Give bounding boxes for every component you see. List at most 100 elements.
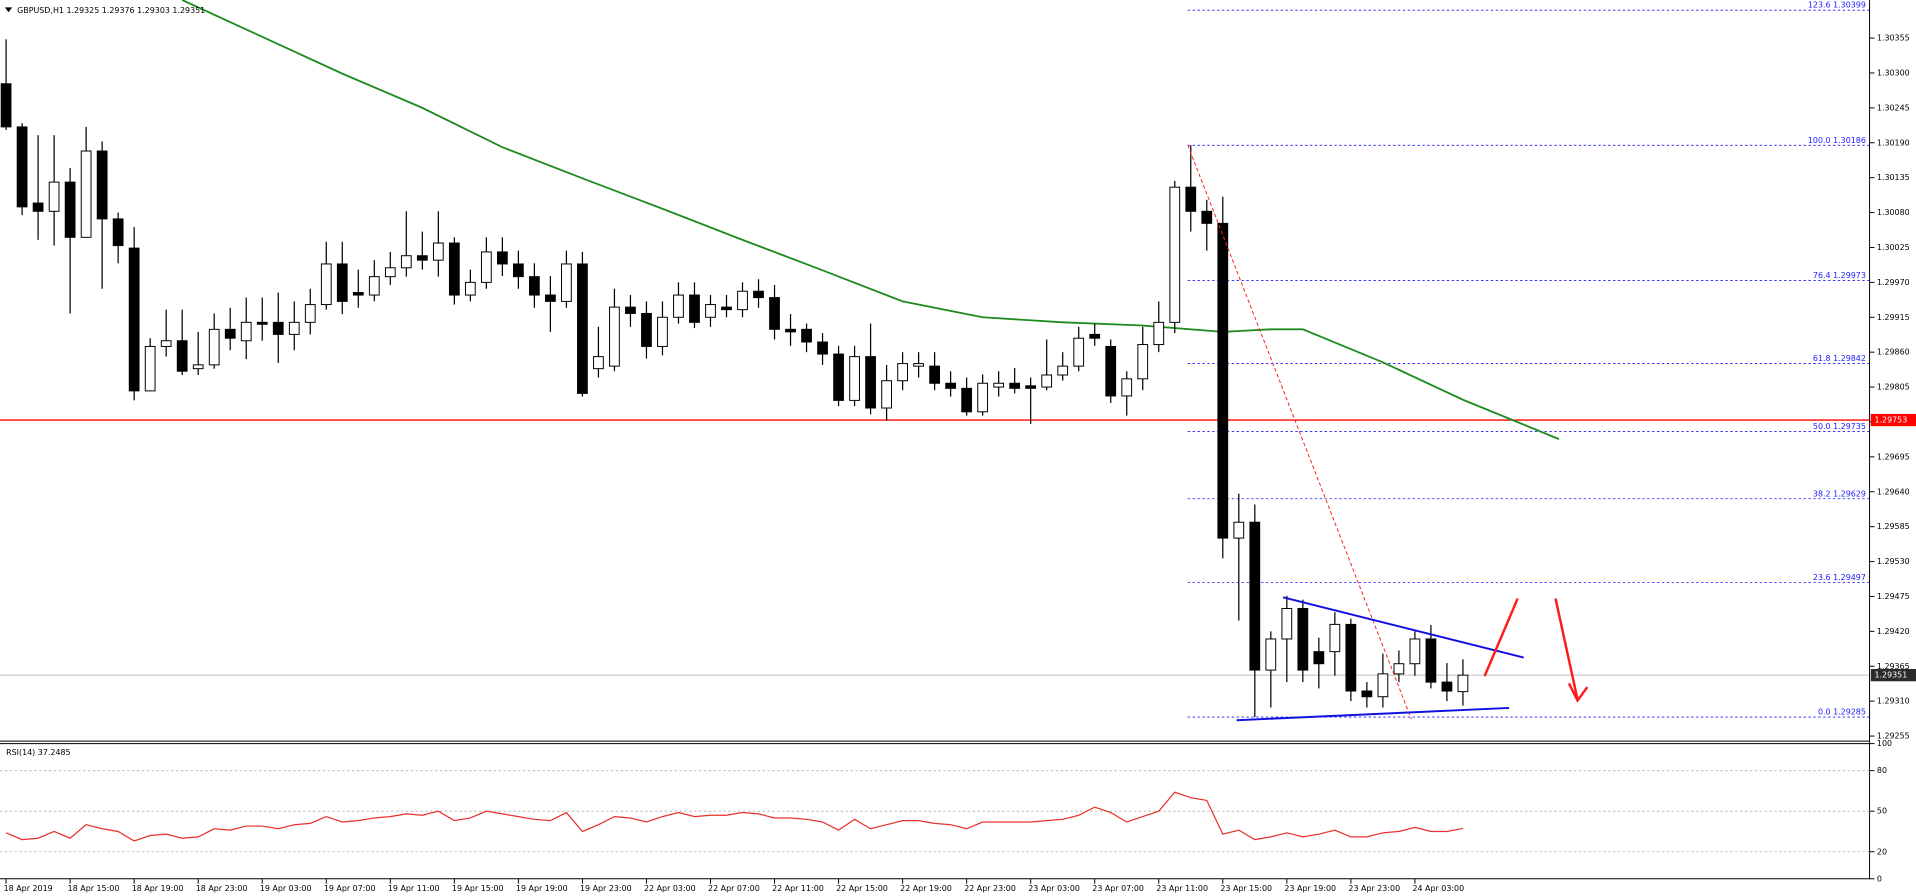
bear-candle-body xyxy=(545,294,556,302)
x-tick-label: 18 Apr 23:00 xyxy=(196,884,248,893)
rsi-line xyxy=(5,791,1464,842)
y-tick-label: 1.30135 xyxy=(1877,173,1910,182)
bear-candle-body xyxy=(689,294,700,323)
bull-candle-body xyxy=(288,321,300,335)
bull-candle-body xyxy=(144,345,156,392)
bear-candle-body xyxy=(1185,186,1197,212)
bear-candle-body xyxy=(1089,333,1101,339)
bear-candle-body xyxy=(352,292,364,296)
bear-candle-body xyxy=(32,202,44,212)
bull-candle-body xyxy=(897,363,908,382)
bear-candle-body xyxy=(272,321,284,335)
bear-candle-body xyxy=(336,263,348,302)
rsi-tick-label: 20 xyxy=(1877,847,1887,856)
bull-candle-body xyxy=(1169,186,1181,323)
y-tick-label: 1.29310 xyxy=(1877,697,1910,706)
x-tick-label: 22 Apr 03:00 xyxy=(644,884,696,893)
bull-candle-body xyxy=(432,242,444,261)
rsi-tick-label: 80 xyxy=(1877,766,1887,775)
bull-candle-body xyxy=(673,294,684,318)
bull-candle-body xyxy=(1233,521,1245,539)
bear-candle-body xyxy=(64,181,76,238)
bear-candle-body xyxy=(945,382,957,389)
fib-level-label: 38.2 1.29629 xyxy=(1813,489,1866,498)
bear-candle-body xyxy=(1441,681,1453,692)
bull-candle-body xyxy=(849,356,860,401)
moving-average xyxy=(181,0,1560,440)
bear-candle-body xyxy=(833,353,844,401)
fib-level-label: 123.6 1.30399 xyxy=(1808,1,1866,10)
bear-candle-body xyxy=(1105,345,1117,397)
bull-candle-body xyxy=(240,321,252,342)
bear-candle-body xyxy=(1249,521,1261,671)
bull-candle-body xyxy=(1393,663,1405,675)
x-tick-label: 19 Apr 19:00 xyxy=(516,884,568,893)
bear-candle-body xyxy=(785,328,796,333)
bear-candle-body xyxy=(1425,638,1437,683)
bull-candle-body xyxy=(977,382,989,413)
y-tick-label: 1.30300 xyxy=(1877,68,1910,77)
symbol-icon xyxy=(4,7,13,13)
bull-candle-body xyxy=(480,251,492,283)
y-tick-label: 1.29695 xyxy=(1877,452,1910,461)
triangle-upper-line xyxy=(1282,596,1524,659)
y-tick-label: 1.29365 xyxy=(1877,662,1910,671)
bull-candle-body xyxy=(1409,638,1421,665)
bull-candle-body xyxy=(1057,365,1069,376)
bull-candle-body xyxy=(1041,374,1053,388)
fib-level-label: 61.8 1.29842 xyxy=(1813,354,1866,363)
candles-layer xyxy=(0,39,1469,718)
bear-candle-body xyxy=(128,247,140,392)
bull-candle-body xyxy=(1073,337,1085,367)
x-tick-label: 18 Apr 15:00 xyxy=(68,884,120,893)
bull-candle-body xyxy=(1153,321,1165,346)
bear-candle-body xyxy=(1313,651,1325,665)
bull-candle-body xyxy=(561,263,572,302)
bear-candle-body xyxy=(929,365,940,384)
y-tick-label: 1.29420 xyxy=(1877,627,1910,636)
rsi-tick-label: 100 xyxy=(1877,739,1892,748)
x-tick-label: 23 Apr 03:00 xyxy=(1028,884,1080,893)
symbol: GBPUSD,H1 xyxy=(17,5,64,14)
bear-candle-body xyxy=(721,306,732,311)
down-arrow xyxy=(1554,598,1579,700)
y-tick-label: 1.29255 xyxy=(1877,732,1910,741)
fib-level-label: 0.0 1.29285 xyxy=(1818,708,1866,717)
bear-candle-body xyxy=(0,83,12,128)
bull-candle-body xyxy=(384,267,396,278)
bear-candle-body xyxy=(1025,385,1037,389)
rsi-title: RSI(14) xyxy=(6,748,35,757)
rsi-tick-label: 50 xyxy=(1877,807,1887,816)
bear-candle-body xyxy=(256,321,268,325)
down-arrow-head xyxy=(1567,682,1589,703)
x-tick-label: 22 Apr 07:00 xyxy=(708,884,760,893)
bull-candle-body xyxy=(1281,608,1293,640)
y-tick-label: 1.29585 xyxy=(1877,522,1910,531)
rsi-last-value: 37.2485 xyxy=(38,748,71,757)
bear-candle-body xyxy=(865,356,876,409)
bear-candle-body xyxy=(577,263,588,394)
bear-candle-body xyxy=(496,251,508,265)
x-tick-label: 22 Apr 11:00 xyxy=(772,884,824,893)
open-value: 1.29325 xyxy=(66,5,99,14)
rsi-header: RSI(14) 37.2485 xyxy=(6,748,70,757)
up-arrow xyxy=(1483,598,1519,677)
support-tag-box xyxy=(1870,413,1916,427)
bull-candle-body xyxy=(705,304,716,318)
x-tick-label: 22 Apr 19:00 xyxy=(900,884,952,893)
bear-candle-body xyxy=(961,387,973,413)
bear-candle-body xyxy=(529,276,540,296)
bear-candle-body xyxy=(112,218,124,247)
bull-candle-body xyxy=(1137,344,1149,380)
last-price-tag-box xyxy=(1870,668,1916,682)
bull-candle-body xyxy=(593,356,604,370)
y-tick-label: 1.29970 xyxy=(1877,278,1910,287)
x-tick-label: 22 Apr 23:00 xyxy=(964,884,1016,893)
overlay-layer xyxy=(0,0,1870,718)
y-tick-label: 1.30245 xyxy=(1877,103,1910,112)
y-tick-label: 1.29805 xyxy=(1877,383,1910,392)
bear-candle-body xyxy=(625,306,636,314)
y-tick-label: 1.30080 xyxy=(1877,208,1910,217)
